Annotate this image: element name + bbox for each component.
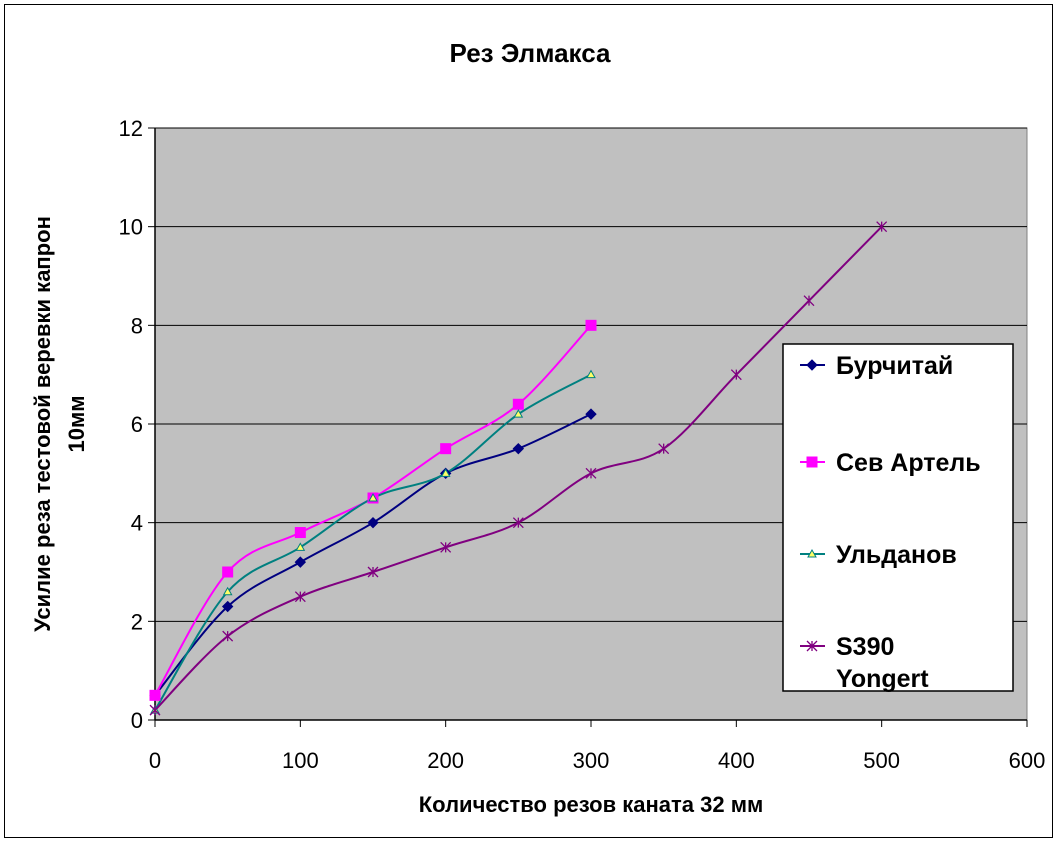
data-point-3-6 — [585, 467, 597, 479]
data-point-3-8 — [730, 369, 742, 381]
legend-label-0: Бурчитай — [836, 352, 953, 380]
chart-title: Рез Элмакса — [450, 38, 611, 68]
data-point-0-1 — [221, 600, 234, 613]
y-tick-label-1: 2 — [131, 609, 143, 634]
legend-item-1: Сев Артель — [800, 449, 981, 477]
data-point-1-0 — [149, 689, 161, 701]
x-axis-label: Количество резов каната 32 мм — [419, 792, 764, 817]
legend-label-2: Ульданов — [836, 541, 957, 569]
series-markers — [149, 221, 888, 716]
data-point-2-3 — [368, 492, 378, 502]
x-tick-label-0: 0 — [149, 748, 161, 773]
data-point-0-6 — [585, 408, 597, 420]
y-axis-label-line-2: 10мм — [64, 395, 89, 452]
data-point-3-1 — [222, 630, 234, 642]
data-point-2-5 — [513, 409, 524, 418]
legend-item-0: Бурчитай — [800, 352, 953, 380]
y-tick-label-6: 12 — [119, 116, 143, 141]
data-point-3-3 — [367, 566, 379, 578]
legend-box — [782, 343, 1014, 692]
y-tick-label-4: 8 — [131, 313, 143, 338]
data-point-1-6 — [585, 319, 597, 331]
data-point-3-4 — [440, 541, 452, 553]
x-tick-label-6: 600 — [1009, 748, 1046, 773]
data-point-1-1 — [222, 566, 234, 578]
data-point-3-0 — [149, 704, 161, 716]
x-tick-label-5: 500 — [863, 748, 900, 773]
y-axis-label: Усилие реза тестовой веревки капрон 10мм — [30, 216, 89, 632]
y-tick-labels: 0 2 4 6 8 10 12 — [119, 116, 143, 733]
x-tick-label-2: 200 — [427, 748, 464, 773]
data-point-0-2 — [294, 556, 307, 568]
legend-marker-0 — [806, 359, 818, 371]
y-tick-label-2: 4 — [131, 511, 143, 536]
series-line-3 — [154, 225, 883, 711]
y-axis-label-line-1: Усилие реза тестовой веревки капрон — [30, 216, 55, 632]
legend-label-3-0: S390 — [836, 633, 894, 661]
axes — [148, 127, 1028, 727]
data-point-3-9 — [803, 295, 815, 307]
data-point-1-5 — [512, 398, 524, 410]
legend-item-2: Ульданов — [800, 541, 957, 569]
data-point-3-2 — [294, 591, 306, 603]
data-point-3-10 — [876, 221, 888, 233]
legend-label-1: Сев Артель — [836, 449, 981, 477]
x-tick-label-1: 100 — [282, 748, 319, 773]
data-point-2-2 — [295, 542, 306, 551]
data-point-0-3 — [367, 516, 379, 529]
data-point-0-5 — [512, 442, 525, 455]
x-tick-label-4: 400 — [718, 748, 755, 773]
data-point-2-6 — [586, 369, 596, 379]
data-point-2-4 — [440, 468, 451, 477]
data-point-2-1 — [222, 586, 233, 596]
legend: Бурчитай Сев Артель Ульданов S390 Yongert — [782, 343, 1014, 693]
data-point-3-7 — [658, 443, 670, 455]
data-point-3-5 — [512, 517, 524, 529]
x-tick-label-3: 300 — [573, 748, 610, 773]
legend-label-3-1: Yongert — [836, 665, 929, 693]
legend-marker-3 — [806, 640, 818, 652]
y-tick-label-0: 0 — [131, 708, 143, 733]
data-point-1-2 — [294, 527, 306, 539]
y-tick-label-5: 10 — [119, 215, 143, 240]
legend-item-3: S390 Yongert — [800, 633, 929, 693]
y-tick-label-3: 6 — [131, 412, 143, 437]
legend-marker-1 — [806, 456, 818, 468]
legend-marker-2 — [807, 548, 817, 558]
data-point-1-4 — [440, 443, 452, 455]
x-tick-labels: 0 100 200 300 400 500 600 — [149, 748, 1045, 773]
